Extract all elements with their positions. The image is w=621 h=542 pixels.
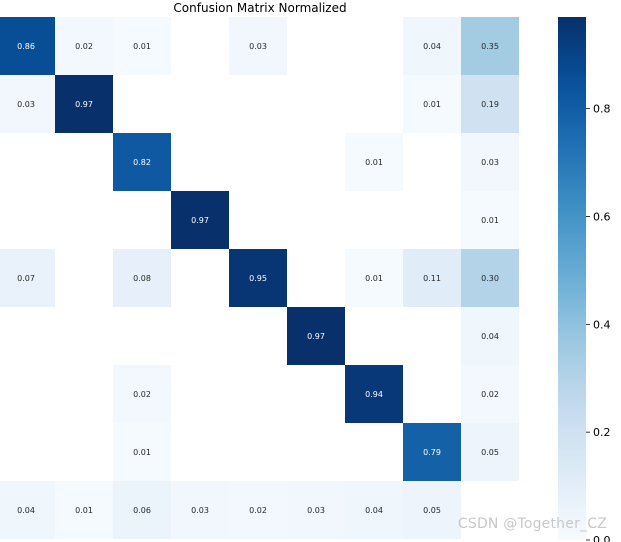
colorbar-tick-label: 0.6 xyxy=(593,210,611,223)
cell-value-label: 0.01 xyxy=(365,158,383,167)
heatmap-cell xyxy=(403,75,461,133)
cell-value-label: 0.02 xyxy=(481,390,499,399)
heatmap-cell xyxy=(403,481,461,539)
heatmap-cell xyxy=(55,17,113,75)
heatmap-cell xyxy=(171,191,229,249)
heatmap-cell xyxy=(0,249,55,307)
cell-value-label: 0.02 xyxy=(249,506,267,515)
cell-value-label: 0.01 xyxy=(365,274,383,283)
heatmap-cell xyxy=(403,423,461,481)
cell-value-label: 0.06 xyxy=(133,506,151,515)
heatmap-cell xyxy=(171,481,229,539)
cell-value-label: 0.30 xyxy=(481,274,499,283)
cell-value-label: 0.94 xyxy=(365,390,383,399)
heatmap-cell xyxy=(55,75,113,133)
heatmap-cell xyxy=(403,17,461,75)
cell-value-label: 0.05 xyxy=(423,506,441,515)
heatmap-cells: 0.86 0.02 0.01 0.03 0.04 0.35 0.03 0.97 0.01 0.19… xyxy=(0,17,519,539)
heatmap-cell xyxy=(55,481,113,539)
colorbar-tick-label: 0.4 xyxy=(593,318,611,331)
cell-value-label: 0.01 xyxy=(133,42,151,51)
heatmap-cell xyxy=(287,307,345,365)
heatmap-cell xyxy=(113,249,171,307)
colorbar-tick-label: 0.8 xyxy=(593,103,611,116)
cell-value-label: 0.04 xyxy=(365,506,383,515)
cell-value-label: 0.95 xyxy=(249,274,267,283)
cell-value-label: 0.04 xyxy=(423,42,441,51)
heatmap-cell xyxy=(287,481,345,539)
heatmap-cell xyxy=(0,481,55,539)
heatmap-cell xyxy=(461,75,519,133)
cell-value-label: 0.02 xyxy=(133,390,151,399)
heatmap-cell xyxy=(461,423,519,481)
heatmap-cell xyxy=(229,17,287,75)
colorbar-tick-label: 0.0 xyxy=(593,534,611,542)
watermark: CSDN @Together_CZ xyxy=(457,516,607,532)
heatmap-cell xyxy=(229,481,287,539)
cell-value-label: 0.97 xyxy=(191,216,209,225)
cell-value-label: 0.03 xyxy=(17,100,35,109)
cell-value-label: 0.35 xyxy=(481,42,499,51)
cell-value-label: 0.01 xyxy=(481,216,499,225)
chart-title: Confusion Matrix Normalized xyxy=(173,1,346,15)
cell-value-label: 0.01 xyxy=(133,448,151,457)
cell-value-label: 0.79 xyxy=(423,448,441,457)
heatmap-cell xyxy=(461,365,519,423)
cell-value-label: 0.01 xyxy=(75,506,93,515)
cell-value-label: 0.03 xyxy=(191,506,209,515)
cell-value-label: 0.05 xyxy=(481,448,499,457)
cell-value-label: 0.11 xyxy=(423,274,441,283)
cell-value-label: 0.01 xyxy=(423,100,441,109)
cell-value-label: 0.03 xyxy=(249,42,267,51)
heatmap-cell xyxy=(345,365,403,423)
heatmap-cell xyxy=(461,133,519,191)
colorbar-tick-label: 0.2 xyxy=(593,426,611,439)
cell-value-label: 0.02 xyxy=(75,42,93,51)
cell-value-label: 0.08 xyxy=(133,274,151,283)
heatmap-cell xyxy=(403,249,461,307)
heatmap-cell xyxy=(113,133,171,191)
cell-value-label: 0.97 xyxy=(307,332,325,341)
heatmap-cell xyxy=(229,249,287,307)
heatmap-cell xyxy=(113,365,171,423)
cell-value-label: 0.04 xyxy=(481,332,499,341)
heatmap-cell xyxy=(113,481,171,539)
heatmap-cell xyxy=(461,17,519,75)
heatmap-cell xyxy=(345,249,403,307)
heatmap-cell xyxy=(461,191,519,249)
heatmap-cell xyxy=(345,133,403,191)
heatmap-cell xyxy=(113,423,171,481)
cell-value-label: 0.07 xyxy=(17,274,35,283)
colorbar: 0.0 0.2 0.4 0.6 0.8 xyxy=(558,17,611,542)
cell-value-label: 0.97 xyxy=(75,100,93,109)
cell-value-label: 0.03 xyxy=(481,158,499,167)
heatmap-cell xyxy=(461,307,519,365)
heatmap-cell xyxy=(0,75,55,133)
heatmap-cell xyxy=(461,249,519,307)
cell-value-label: 0.86 xyxy=(17,42,35,51)
cell-value-label: 0.03 xyxy=(307,506,325,515)
cell-value-label: 0.04 xyxy=(17,506,35,515)
heatmap-cell xyxy=(113,17,171,75)
cell-value-label: 0.82 xyxy=(133,158,151,167)
heatmap-cell xyxy=(345,481,403,539)
colorbar-gradient xyxy=(558,17,586,540)
heatmap-cell xyxy=(0,17,55,75)
cell-value-label: 0.19 xyxy=(481,100,499,109)
